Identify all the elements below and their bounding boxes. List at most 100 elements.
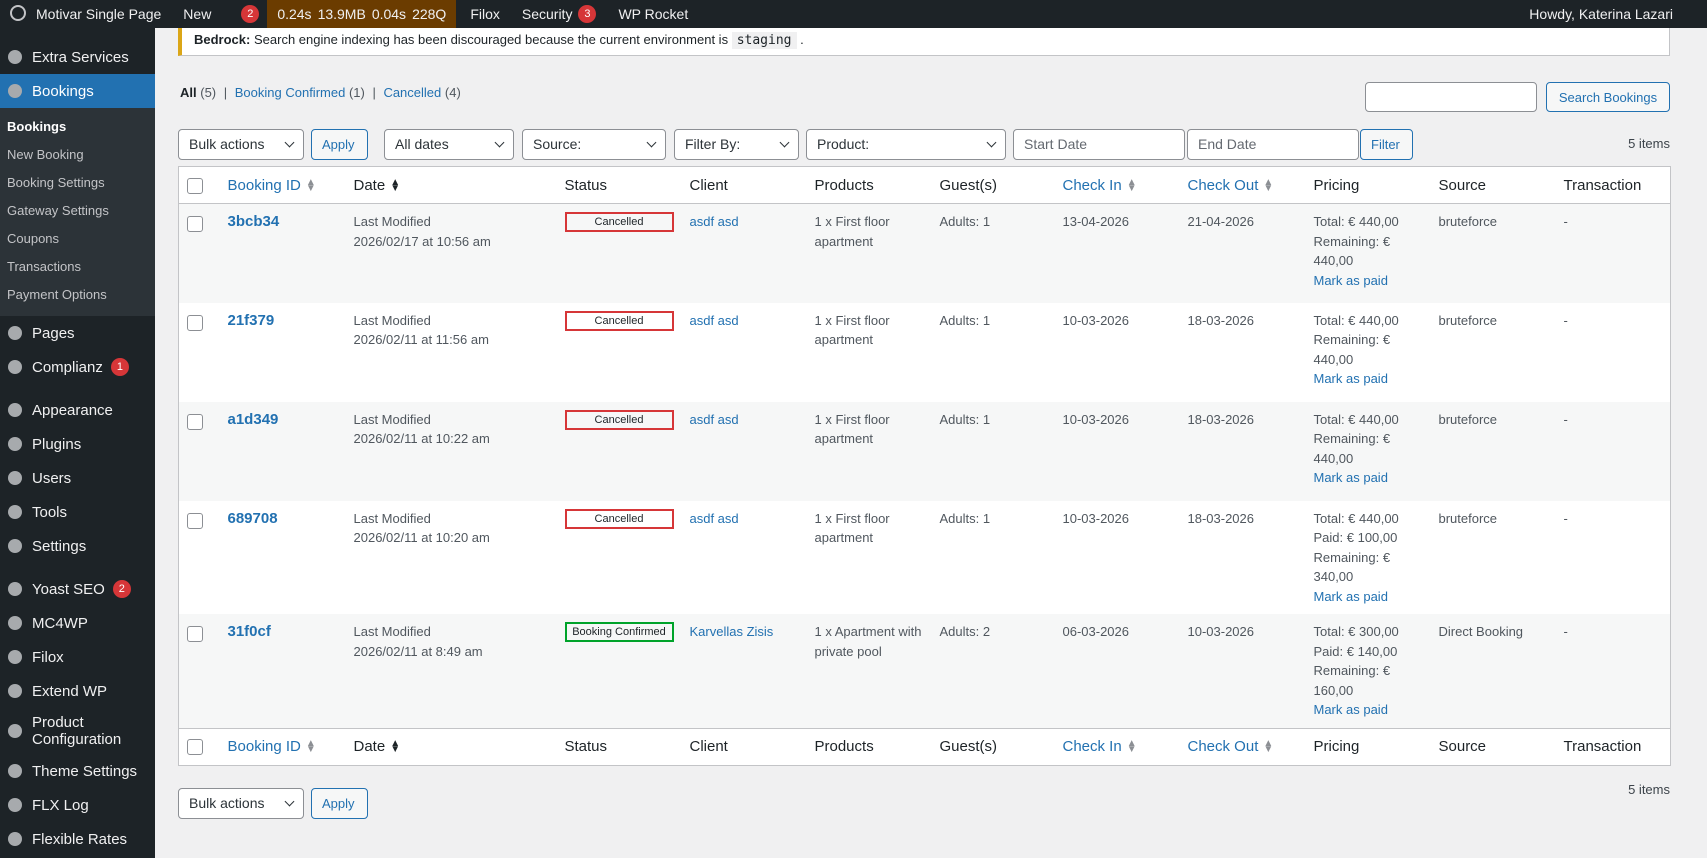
checkbox[interactable] <box>187 413 203 430</box>
view-link[interactable]: All <box>180 85 197 100</box>
filox-link[interactable]: Filox <box>470 6 500 22</box>
client-link[interactable]: asdf asd <box>689 214 739 229</box>
submenu-item[interactable]: Coupons <box>7 231 60 246</box>
cell: 21-04-2026 <box>1179 203 1306 303</box>
sort-arrow: ▲ ▼ <box>390 176 401 194</box>
menu-item[interactable]: MC4WP <box>0 606 155 640</box>
start-date[interactable]: Start Date <box>1013 129 1185 160</box>
menu-icon <box>6 324 32 342</box>
submenu-item[interactable]: Booking Settings <box>7 175 105 190</box>
column-label[interactable]: Check Out <box>1187 176 1259 194</box>
site-name[interactable]: Motivar Single Page <box>36 6 162 22</box>
submenu-item[interactable]: New Booking <box>7 147 84 162</box>
checkbox[interactable] <box>187 512 203 529</box>
menu-item[interactable]: Theme Settings <box>0 754 155 788</box>
submenu-item[interactable]: Transactions <box>7 259 81 274</box>
client-link[interactable]: asdf asd <box>689 312 739 328</box>
menu-item[interactable]: Complianz 1 <box>0 350 155 384</box>
check-out: 18-03-2026 <box>1187 312 1255 328</box>
menu-item[interactable]: Bookings <box>0 74 155 108</box>
mark-paid[interactable]: Mark as paid <box>1313 588 1388 604</box>
menu-item[interactable]: Users <box>0 461 155 495</box>
submenu-item[interactable]: Gateway Settings <box>7 203 109 218</box>
menu-item[interactable]: Plugins <box>0 427 155 461</box>
client-link[interactable]: asdf asd <box>689 411 739 427</box>
date-filter[interactable]: All dates <box>384 129 514 160</box>
check-in: 13-04-2026 <box>1062 214 1130 229</box>
menu-item[interactable]: FLX Log <box>0 788 155 822</box>
new-link[interactable]: New <box>183 6 212 22</box>
tfoot: Booking ID ▲ ▼ Date ▲ ▼ Status Client Products Gu… <box>178 727 1671 765</box>
view-link[interactable]: Cancelled <box>383 85 442 100</box>
column-label[interactable]: Date <box>353 738 386 755</box>
menu-item[interactable]: Extend WP <box>0 674 155 708</box>
checkbox[interactable] <box>187 739 203 756</box>
mark-paid[interactable]: Mark as paid <box>1313 470 1388 485</box>
client-link[interactable]: Karvellas Zisis <box>689 624 774 639</box>
perf-item: 0.24s <box>277 6 312 22</box>
checkbox[interactable] <box>187 314 203 331</box>
column-label[interactable]: Date <box>353 176 386 194</box>
bulk-actions[interactable]: Bulk actions <box>178 788 304 819</box>
checkbox[interactable] <box>187 626 203 643</box>
sort-arrow: ▲ ▼ <box>1126 176 1137 194</box>
column-header: Check Out ▲ ▼ <box>1179 166 1306 204</box>
menu-item[interactable]: Pages <box>0 316 155 350</box>
yoast-badge[interactable]: 2 <box>241 5 260 23</box>
checkbox[interactable] <box>187 216 203 233</box>
menu-item[interactable]: Product Configuration <box>0 708 155 754</box>
column-label[interactable]: Check In <box>1062 738 1122 755</box>
menu-item[interactable]: Filox <box>0 640 155 674</box>
search-input[interactable] <box>1365 82 1537 112</box>
booking-id[interactable]: a1d349 <box>227 410 279 428</box>
menu-item[interactable]: Settings <box>0 529 155 563</box>
booking-id[interactable]: 21f379 <box>227 311 275 329</box>
column-label: Client <box>689 176 728 194</box>
product-filter[interactable]: Product: <box>806 129 1006 160</box>
column-label[interactable]: Booking ID <box>227 738 301 755</box>
menu-item[interactable]: Tools <box>0 495 155 529</box>
menu-icon <box>6 435 32 453</box>
column-label[interactable]: Booking ID <box>227 176 301 194</box>
submenu-item[interactable]: Bookings <box>7 119 67 134</box>
row-select <box>178 401 220 501</box>
end-date[interactable]: End Date <box>1187 129 1359 160</box>
filter-button[interactable]: Filter <box>1360 129 1413 160</box>
cell: asdf asd <box>681 401 807 501</box>
menu-item[interactable]: Flexible Rates <box>0 822 155 856</box>
checkbox[interactable] <box>187 177 203 194</box>
search-button[interactable]: Search Bookings <box>1546 82 1670 112</box>
column-header: Booking ID ▲ ▼ <box>219 166 346 204</box>
apply-button[interactable]: Apply <box>311 129 368 160</box>
view-link[interactable]: Booking Confirmed <box>234 85 346 100</box>
menu-item[interactable]: Extra Services <box>0 40 155 74</box>
products: 1 x First floor apartment <box>814 312 890 348</box>
cell: Total: € 300,00 Paid: € 140,00 Remaining: … <box>1305 614 1431 728</box>
cell: 1 x First floor apartment <box>807 303 932 402</box>
booking-id[interactable]: 689708 <box>227 509 278 527</box>
source-filter[interactable]: Source: <box>522 129 666 160</box>
menu-icon <box>6 537 32 555</box>
mark-paid[interactable]: Mark as paid <box>1313 702 1388 717</box>
menu-icon <box>6 722 32 740</box>
booking-row: 31f0cf Last Modified 2026/02/11 at 8:49 am… <box>178 614 1671 728</box>
mark-paid[interactable]: Mark as paid <box>1313 272 1388 288</box>
booking-id[interactable]: 3bcb34 <box>227 213 280 230</box>
transaction: - <box>1563 624 1568 639</box>
client-link[interactable]: asdf asd <box>689 510 739 526</box>
column-label[interactable]: Check In <box>1062 176 1122 194</box>
howdy[interactable]: Howdy, Katerina Lazari <box>1529 6 1673 22</box>
menu-item[interactable]: Appearance <box>0 393 155 427</box>
filter-by[interactable]: Filter By: <box>674 129 799 160</box>
perf[interactable]: 0.24s 13.9MB 0.04s 228Q <box>267 0 457 28</box>
column-label[interactable]: Check Out <box>1187 738 1259 755</box>
security-link[interactable]: Security <box>521 6 573 22</box>
menu-item[interactable]: Yoast SEO 2 <box>0 572 155 606</box>
bulk-actions[interactable]: Bulk actions <box>178 129 304 160</box>
notice-code: staging <box>731 32 797 49</box>
mark-paid[interactable]: Mark as paid <box>1313 371 1388 386</box>
booking-id[interactable]: 31f0cf <box>227 623 271 640</box>
rocket-link[interactable]: WP Rocket <box>618 6 689 22</box>
submenu-item[interactable]: Payment Options <box>7 287 107 302</box>
apply-button[interactable]: Apply <box>311 788 368 819</box>
